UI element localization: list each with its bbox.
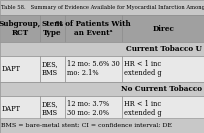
Text: HR < 1 inc
extended g: HR < 1 inc extended g xyxy=(124,100,162,117)
Bar xyxy=(40,56,65,82)
Text: HR < 1 inc
extended g: HR < 1 inc extended g xyxy=(124,60,162,77)
Text: No Current Tobacco: No Current Tobacco xyxy=(121,85,202,93)
Bar xyxy=(122,15,204,42)
Bar xyxy=(0,15,40,42)
Text: % of Patients With
an Eventᵃ: % of Patients With an Eventᵃ xyxy=(57,20,131,37)
Bar xyxy=(0,82,204,96)
Bar xyxy=(40,96,65,122)
Text: Subgroup,
RCT: Subgroup, RCT xyxy=(0,20,41,37)
Bar xyxy=(0,42,204,56)
Bar xyxy=(122,56,204,82)
Text: DAPT: DAPT xyxy=(2,105,21,113)
Text: BMS = bare-metal stent; CI = confidence interval; DE: BMS = bare-metal stent; CI = confidence … xyxy=(1,123,172,128)
Text: DES,
BMS: DES, BMS xyxy=(41,100,58,117)
Text: Current Tobacco U: Current Tobacco U xyxy=(126,45,202,53)
Bar xyxy=(65,56,122,82)
Bar xyxy=(65,15,122,42)
Bar xyxy=(65,96,122,122)
Text: DES,
BMS: DES, BMS xyxy=(41,60,58,77)
Text: 12 mo: 5.6% 30
mo: 2.1%: 12 mo: 5.6% 30 mo: 2.1% xyxy=(67,60,120,77)
Bar xyxy=(0,118,204,133)
Text: Table 58.   Summary of Evidence Available for Myocardial Infarction Among Smoker: Table 58. Summary of Evidence Available … xyxy=(1,5,204,10)
Text: DAPT: DAPT xyxy=(2,65,21,73)
Bar xyxy=(0,96,40,122)
Text: 12 mo: 3.7%
30 mo: 2.0%: 12 mo: 3.7% 30 mo: 2.0% xyxy=(67,100,109,117)
Bar xyxy=(40,15,65,42)
Bar xyxy=(0,56,40,82)
Text: Stent
Type: Stent Type xyxy=(42,20,63,37)
Bar xyxy=(0,0,204,15)
Bar xyxy=(122,96,204,122)
Text: Direc: Direc xyxy=(152,25,174,33)
